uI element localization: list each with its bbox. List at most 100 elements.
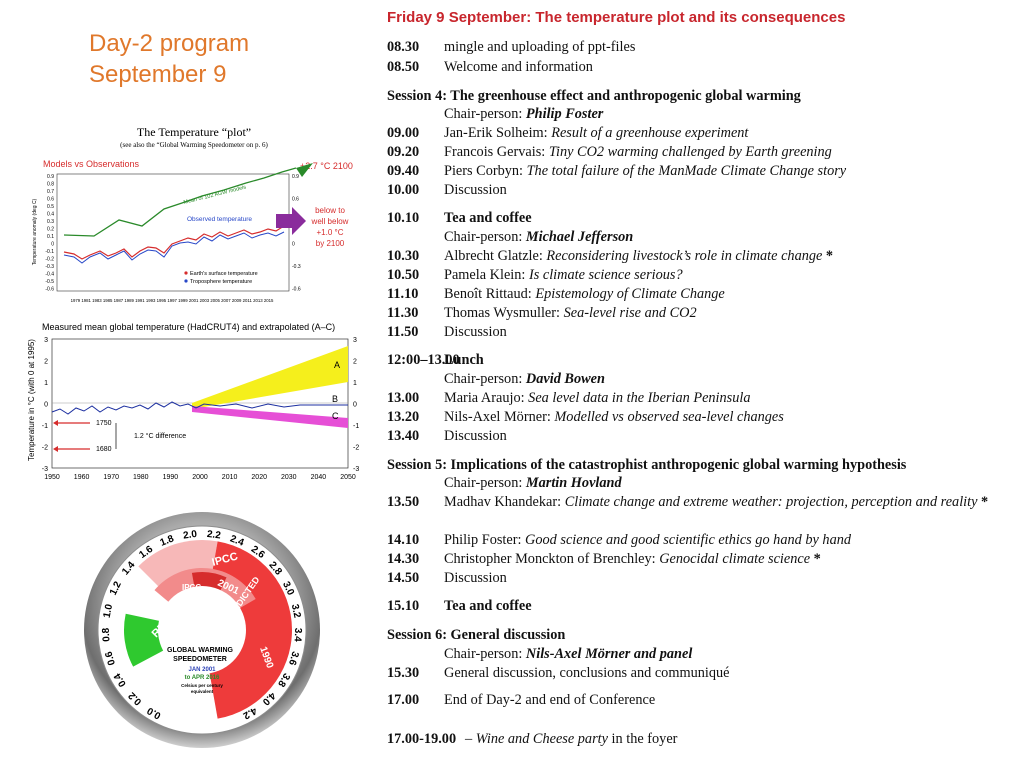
time: 09.40 (387, 163, 420, 179)
fig1-left-tick: 0.7 (47, 189, 54, 195)
fig2-y-tick-right: -1 (353, 423, 359, 430)
talk: Thomas Wysmuller: Sea-level rise and CO2 (444, 304, 697, 323)
fig2-hadcrut-line (51, 401, 348, 415)
talk: Philip Foster: Good science and good sci… (444, 531, 851, 550)
talk-title: Climate change and extreme weather: proj… (564, 494, 978, 510)
item-text: Discussion (444, 324, 507, 340)
item-text: End of Day-2 and end of Conference (444, 692, 656, 708)
fig1-legend-surface: Earth's surface temperature (190, 271, 258, 277)
program-title: Friday 9 September: The temperature plot… (387, 9, 846, 26)
talk: Madhav Khandekar: Climate change and ext… (444, 493, 1004, 512)
fig2-y-tick-left: -1 (42, 423, 48, 430)
star: * (822, 248, 834, 264)
talk: Albrecht Glatzle: Reconsidering livestoc… (444, 247, 833, 266)
item-text: Discussion (444, 182, 507, 198)
talk-title: Result of a greenhouse experiment (551, 125, 749, 141)
fig2-x-tick: 2020 (251, 474, 267, 481)
gauge-number: 0.8 (101, 627, 113, 642)
gauge-number: 2.0 (183, 529, 199, 542)
fig2-x-tick: 2010 (222, 474, 238, 481)
chair-line: Chair-person: Nils-Axel Mörner and panel (444, 646, 693, 662)
fig1-model-arrowhead (296, 163, 313, 177)
fig1-subtitle: (see also the “Global Warming Speedomete… (120, 141, 268, 149)
time: 14.50 (387, 570, 420, 586)
svg-text:JAN 2001: JAN 2001 (188, 667, 216, 673)
chair-line: Chair-person: Martin Hovland (444, 475, 622, 491)
fig2-label-b: B (332, 394, 338, 404)
time: 17.00-19.00 (387, 731, 457, 747)
fig2-x-tick: 2030 (281, 474, 297, 481)
talk: Benoît Rittaud: Epistemology of Climate … (444, 285, 725, 304)
time: 08.50 (387, 59, 420, 75)
fig2-x-tick: 2040 (311, 474, 327, 481)
fig1-ylabel: Temperature anomaly (deg C) (32, 198, 38, 265)
fig1-right-tick: 0 (292, 242, 295, 248)
fig1-left-tick: 0.8 (47, 182, 54, 188)
fig2-label-1680: 1680 (96, 446, 112, 453)
day-title: Day-2 program September 9 (89, 28, 249, 90)
fig2-y-tick-right: 3 (353, 337, 357, 344)
fig2-x-tick: 1980 (133, 474, 149, 481)
speaker: Thomas Wysmuller: (444, 305, 564, 321)
star: * (977, 494, 989, 510)
talk-title: Is climate science serious? (528, 267, 683, 283)
speaker: Francois Gervais: (444, 144, 549, 160)
fig1-left-tick: -0.3 (45, 264, 54, 270)
fig1-left-tick: -0.2 (45, 257, 54, 263)
fig1-left-tick: 0.1 (47, 234, 54, 240)
time: 14.30 (387, 551, 420, 567)
svg-text:to APR 2016: to APR 2016 (185, 675, 220, 681)
fig1-left-tick: 0 (51, 242, 54, 248)
fig1-purple-arrow (276, 207, 306, 235)
talk-title: Modelled vs observed sea-level changes (554, 409, 784, 425)
talk: Christopher Monckton of Brenchley: Genoc… (444, 550, 821, 569)
talk-title: The total failure of the ManMade Climate… (526, 163, 847, 179)
fig2-y-tick-right: 2 (353, 359, 357, 366)
gauge-dial (124, 540, 292, 719)
fig2-band-a (192, 346, 348, 409)
talk-title: Sea-level rise and CO2 (563, 305, 697, 321)
fig2-ylabel: Temperature in °C (with 0 at 1995) (27, 339, 36, 461)
fig2-band-c (192, 406, 348, 428)
speaker: Piers Corbyn: (444, 163, 527, 179)
speaker: Benoît Rittaud: (444, 286, 536, 302)
svg-text:by 2100: by 2100 (316, 239, 345, 248)
item-text: Tea and coffee (444, 210, 532, 226)
time: 15.10 (387, 598, 420, 614)
fig2-y-ticks: 3 3 2 2 1 1 0 0 -1 -1 -2 -2 -3 -3 (42, 337, 360, 473)
speaker: Christopher Monckton of Brenchley: (444, 551, 660, 567)
fig1-left-tick: -0.4 (45, 272, 54, 278)
time: 10.10 (387, 210, 420, 226)
talk: Nils-Axel Mörner: Modelled vs observed s… (444, 408, 784, 427)
gauge-ipcc-left-label: IPCC (182, 583, 201, 592)
fig2-x-tick: 1990 (163, 474, 179, 481)
day-title-line1: Day-2 program (89, 30, 250, 57)
item-text: Discussion (444, 570, 507, 586)
speaker: Pamela Klein: (444, 267, 529, 283)
talk: Jan-Erik Solheim: Result of a greenhouse… (444, 124, 748, 143)
talk: Pamela Klein: Is climate science serious… (444, 266, 683, 285)
fig2-y-tick-right: -3 (353, 466, 359, 473)
talk-title: Genocidal climate science (659, 551, 811, 567)
time: 13.50 (387, 494, 420, 510)
time: 13.40 (387, 428, 420, 444)
talk: Maria Araujo: Sea level data in the Iber… (444, 389, 751, 408)
fig2-x-tick: 2050 (340, 474, 356, 481)
talk-title: Good science and good scientific ethics … (525, 532, 852, 548)
time: 10.00 (387, 182, 420, 198)
fig2-y-tick-right: 1 (353, 380, 357, 387)
speaker: Philip Foster: (444, 532, 526, 548)
fig1-right-tick: 0.6 (292, 197, 299, 203)
fig1-right-tick: -0.6 (292, 287, 301, 293)
models-vs-observations-figure: The Temperature “plot” (see also the “Gl… (32, 125, 353, 303)
gauge-number: 1.0 (102, 603, 116, 619)
fig2-x-tick: 1960 (74, 474, 90, 481)
fig1-left-tick: 0.6 (47, 197, 54, 203)
fig2-label-a: A (334, 360, 340, 370)
svg-text:GLOBAL WARMING: GLOBAL WARMING (167, 647, 234, 654)
fig2-diff-label: 1.2 °C difference (134, 432, 186, 440)
fig1-title: The Temperature “plot” (137, 125, 251, 139)
gauge-number: 3.2 (289, 603, 303, 619)
fig2-x-tick: 1970 (103, 474, 119, 481)
fig1-left-tick: 0.5 (47, 204, 54, 210)
